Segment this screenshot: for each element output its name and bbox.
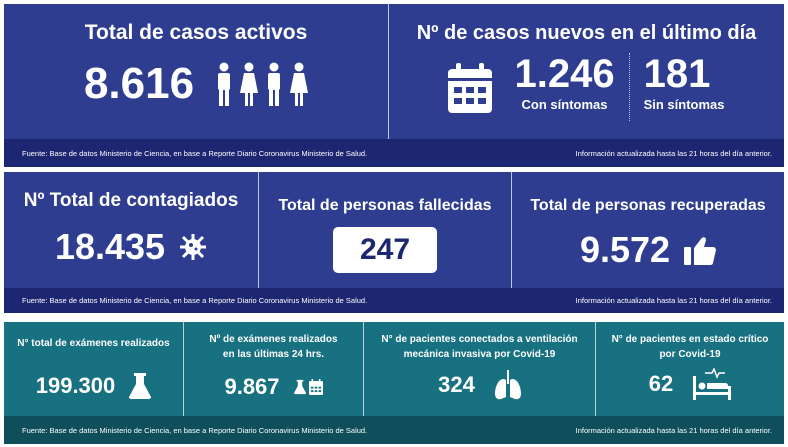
people-icon (216, 62, 309, 106)
deaths-value: 247 (333, 227, 437, 273)
source-note: Fuente: Base de datos Ministerio de Cien… (22, 296, 368, 305)
exams-24h-title-line2: en las últimas 24 hrs. (222, 349, 325, 360)
deaths-title: Total de personas fallecidas (278, 197, 492, 214)
exams-total-value: 199.300 (35, 373, 116, 398)
active-and-new-cases-section: Total de casos activos 8.616 Nº de casos… (4, 4, 784, 167)
ventilation-value: 324 (438, 372, 475, 397)
footer: Fuente: Base de datos Ministerio de Cien… (4, 139, 784, 167)
new-cases-card: Nº de casos nuevos en el último día 1.24… (389, 4, 784, 139)
critical-title-line2: por Covid-19 (659, 349, 721, 360)
total-infected-card: Nº Total de contagiados 18.435 (4, 172, 259, 288)
totals-section: Nº Total de contagiados 18.435 Total de … (4, 172, 784, 313)
recovered-value: 9.572 (579, 229, 671, 270)
exams-total-card: N° total de exámenes realizados 199.300 (4, 322, 184, 416)
critical-title: N° de pacientes en estado crítico (611, 334, 769, 345)
lungs-icon (494, 370, 521, 400)
active-cases-card: Total de casos activos 8.616 (4, 4, 389, 139)
new-cases-title: Nº de casos nuevos en el último día (416, 22, 757, 44)
critical-value: 62 (648, 371, 674, 396)
flask-icon (129, 373, 152, 399)
thumbs-up-icon (684, 237, 717, 265)
total-infected-title: Nº Total de contagiados (23, 190, 239, 211)
new-cases-without-symptoms-value: 181 (643, 52, 711, 96)
new-cases-with-symptoms-value: 1.246 (514, 52, 615, 96)
update-note: Información actualizada hasta las 21 hor… (575, 148, 772, 158)
exams-24h-value: 9.867 (224, 374, 280, 399)
without-symptoms-label: Sin síntomas (643, 97, 725, 112)
source-note: Fuente: Base de datos Ministerio de Cien… (22, 148, 368, 158)
deaths-card: Total de personas fallecidas 247 (259, 172, 512, 288)
update-note: Información actualizada hasta las 21 hor… (575, 425, 772, 435)
recovered-card: Total de personas recuperadas 9.572 (512, 172, 784, 288)
flask-calendar-icon (293, 379, 323, 395)
ventilation-card: N° de pacientes conectados a ventilación… (364, 322, 596, 416)
total-infected-value: 18.435 (54, 226, 166, 267)
active-cases-value: 8.616 (83, 59, 195, 108)
virus-icon (180, 234, 207, 260)
exams-total-title: N° total de exámenes realizados (17, 338, 170, 349)
hospital-bed-icon (693, 368, 732, 400)
footer: Fuente: Base de datos Ministerio de Cien… (4, 416, 784, 444)
recovered-title: Total de personas recuperadas (530, 197, 766, 214)
exams-24h-title: Nº de exámenes realizados (209, 334, 338, 345)
ventilation-title: N° de pacientes conectados a ventilación (381, 334, 578, 345)
exams-24h-card: Nº de exámenes realizados en las últimas… (184, 322, 364, 416)
ventilation-title-line2: mecánica invasiva por Covid-19 (403, 349, 556, 360)
critical-card: N° de pacientes en estado crítico por Co… (596, 322, 784, 416)
with-symptoms-label: Con síntomas (521, 97, 608, 112)
update-note: Información actualizada hasta las 21 hor… (575, 296, 772, 305)
exams-section: N° total de exámenes realizados 199.300 … (4, 322, 784, 444)
calendar-icon (448, 63, 493, 113)
source-note: Fuente: Base de datos Ministerio de Cien… (22, 425, 368, 435)
active-cases-title: Total de casos activos (84, 21, 308, 44)
footer: Fuente: Base de datos Ministerio de Cien… (4, 288, 784, 313)
